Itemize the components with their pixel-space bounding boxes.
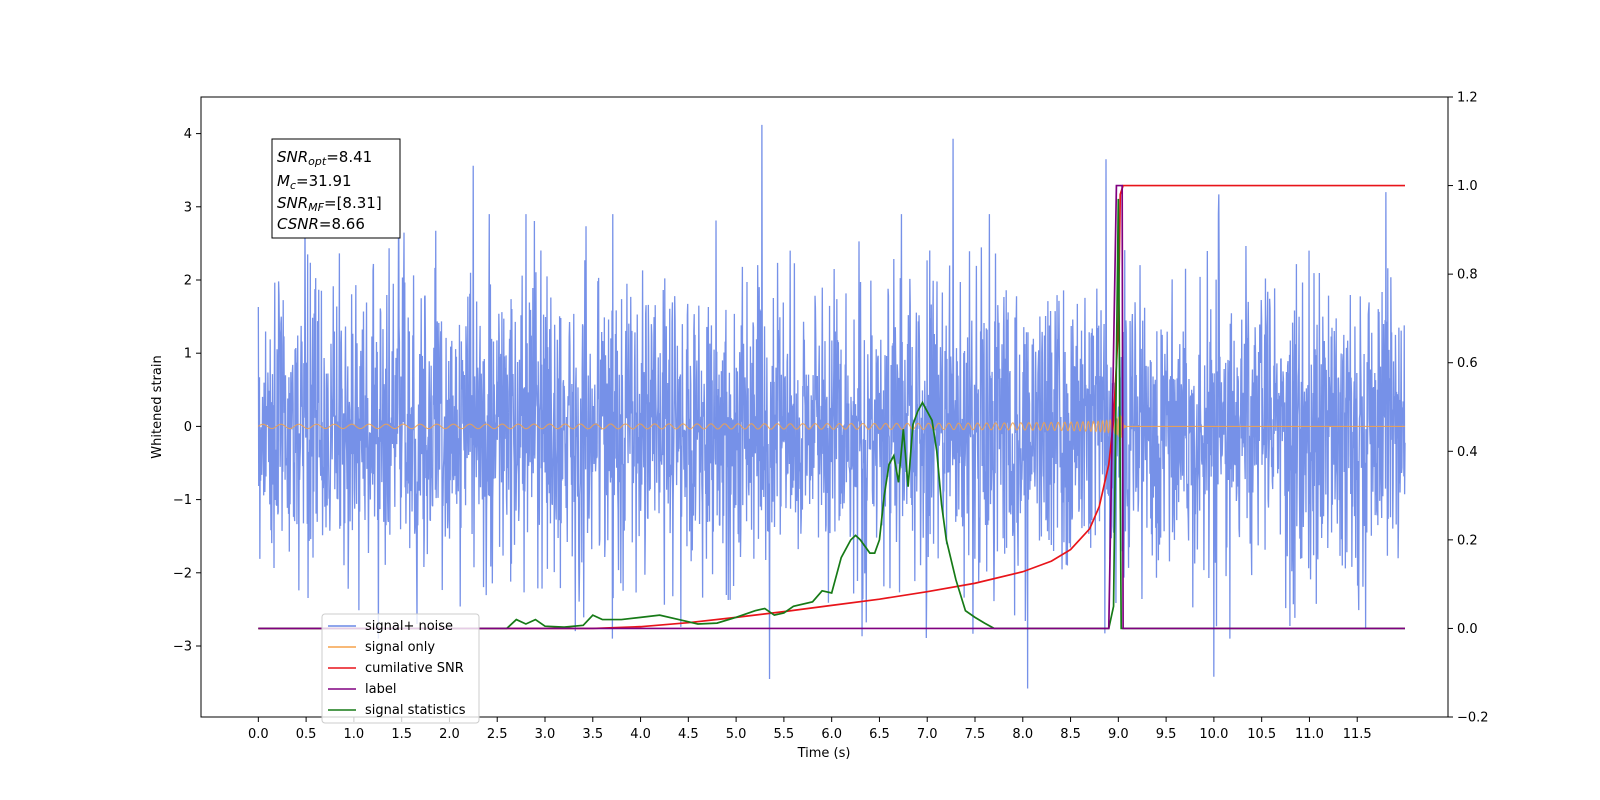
y-tick-label: −2 <box>173 566 192 581</box>
legend-label-label: label <box>365 682 396 697</box>
series-signal-only <box>258 413 1405 448</box>
series-signal-statistics <box>258 198 1405 630</box>
x-tick-label: 5.0 <box>726 727 747 742</box>
legend-label-cumulative-snr: cumilative SNR <box>365 661 464 676</box>
y-tick-label: −3 <box>173 639 192 654</box>
x-tick-label: 6.0 <box>821 727 842 742</box>
x-tick-label: 10.5 <box>1247 727 1276 742</box>
y2-tick-label: 0.2 <box>1457 533 1478 548</box>
x-tick-label: 11.0 <box>1295 727 1324 742</box>
series-signal-noise <box>257 124 1406 689</box>
x-axis-label: Time (s) <box>797 746 851 761</box>
x-tick-label: 4.0 <box>630 727 651 742</box>
x-tick-label: 6.5 <box>869 727 890 742</box>
x-tick-label: 9.0 <box>1108 727 1129 742</box>
x-tick-label: 2.5 <box>487 727 508 742</box>
x-tick-label: 10.0 <box>1199 727 1228 742</box>
legend-frame <box>321 613 480 724</box>
y-axis-left: −3 −2 −1 0 1 2 3 4 <box>173 127 201 654</box>
x-tick-label: 11.5 <box>1343 727 1372 742</box>
x-tick-label: 8.0 <box>1012 727 1033 742</box>
y2-tick-label: 0.6 <box>1457 356 1478 371</box>
x-tick-label: 3.5 <box>582 727 603 742</box>
y-tick-label: 1 <box>184 347 192 362</box>
snr-mf-annotation: SNRMF=[8.31] <box>277 194 382 214</box>
x-tick-label: 0.0 <box>248 727 269 742</box>
mc-annotation: Mc=31.91 <box>277 172 352 192</box>
x-tick-label: 2.0 <box>439 727 460 742</box>
legend-label-signal-noise: signal+ noise <box>365 619 453 634</box>
info-box: SNRopt=8.41 Mc=31.91 SNRMF=[8.31] CSNR=8… <box>271 138 401 239</box>
legend-label-signal-statistics: signal statistics <box>365 703 466 718</box>
series-label <box>258 184 1405 630</box>
series-layer <box>257 124 1406 689</box>
csnr-annotation: CSNR=8.66 <box>277 215 365 233</box>
x-tick-label: 9.5 <box>1156 727 1177 742</box>
snr-opt-annotation: SNRopt=8.41 <box>277 148 372 168</box>
info-box-frame <box>271 138 401 239</box>
x-tick-label: 8.5 <box>1060 727 1081 742</box>
y-tick-label: 0 <box>184 420 192 435</box>
y2-tick-label: −0.2 <box>1457 711 1489 726</box>
x-tick-label: 5.5 <box>774 727 795 742</box>
legend-label-signal-only: signal only <box>365 640 435 655</box>
y-tick-label: −1 <box>173 493 192 508</box>
x-tick-label: 3.0 <box>535 727 556 742</box>
y-tick-label: 2 <box>184 273 192 288</box>
y2-tick-label: 1.2 <box>1457 91 1478 106</box>
x-tick-label: 7.0 <box>917 727 938 742</box>
y-axis-right: −0.2 0.0 0.2 0.4 0.6 0.8 1.0 1.2 <box>1448 91 1489 726</box>
plot-frame <box>200 96 1449 718</box>
legend: signal+ noise signal only cumilative SNR… <box>321 613 480 724</box>
x-tick-label: 4.5 <box>678 727 699 742</box>
x-tick-label: 0.5 <box>296 727 317 742</box>
y2-tick-label: 0.8 <box>1457 268 1478 283</box>
y2-tick-label: 0.0 <box>1457 622 1478 637</box>
x-axis: 0.0 0.5 1.0 1.5 2.0 2.5 3.0 3.5 4.0 4.5 5.0 5.5 6.0 6… <box>248 717 1372 742</box>
x-tick-label: 1.5 <box>391 727 412 742</box>
y-tick-label: 4 <box>184 127 192 142</box>
x-tick-label: 7.5 <box>965 727 986 742</box>
x-tick-label: 1.0 <box>344 727 365 742</box>
y-axis-label: Whitened strain <box>150 355 165 458</box>
y2-tick-label: 1.0 <box>1457 179 1478 194</box>
y-tick-label: 3 <box>184 200 192 215</box>
y2-tick-label: 0.4 <box>1457 445 1478 460</box>
